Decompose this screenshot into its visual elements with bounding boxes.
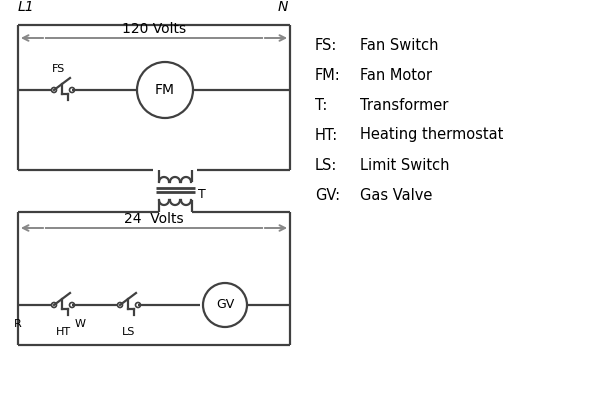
- Text: FM: FM: [155, 83, 175, 97]
- Text: Limit Switch: Limit Switch: [360, 158, 450, 172]
- Text: Fan Switch: Fan Switch: [360, 38, 438, 52]
- Text: Gas Valve: Gas Valve: [360, 188, 432, 202]
- Text: T: T: [198, 188, 205, 200]
- Text: T:: T:: [315, 98, 327, 112]
- Text: GV: GV: [216, 298, 234, 312]
- Text: LS:: LS:: [315, 158, 337, 172]
- Text: L1: L1: [18, 0, 35, 14]
- Text: FM:: FM:: [315, 68, 341, 82]
- Text: HT:: HT:: [315, 128, 338, 142]
- Text: FS: FS: [52, 64, 65, 74]
- Text: GV:: GV:: [315, 188, 340, 202]
- Text: FS:: FS:: [315, 38, 337, 52]
- Text: 120 Volts: 120 Volts: [122, 22, 186, 36]
- Text: R: R: [14, 319, 22, 329]
- Text: Transformer: Transformer: [360, 98, 448, 112]
- Text: W: W: [74, 319, 86, 329]
- Text: Heating thermostat: Heating thermostat: [360, 128, 503, 142]
- Text: LS: LS: [122, 327, 136, 337]
- Text: 24  Volts: 24 Volts: [124, 212, 184, 226]
- Text: Fan Motor: Fan Motor: [360, 68, 432, 82]
- Text: N: N: [278, 0, 288, 14]
- Text: HT: HT: [55, 327, 71, 337]
